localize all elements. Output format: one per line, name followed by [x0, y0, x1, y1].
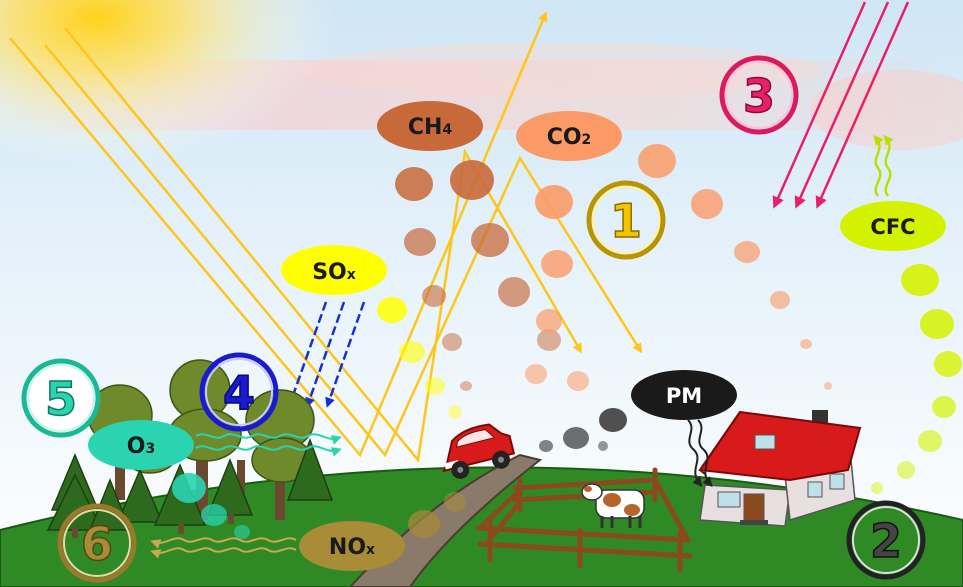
marker-3-text: 3 [743, 69, 775, 123]
marker-1-text: 1 [610, 194, 642, 248]
nox-particles [408, 492, 466, 538]
sox-label-main: SO [312, 260, 347, 285]
co2-label-main: CO [547, 125, 582, 150]
svg-text:CO2: CO2 [547, 125, 592, 150]
cfc-label: CFC [840, 201, 946, 251]
o3-wavy-arrows [195, 433, 342, 457]
cow-icon [581, 483, 645, 528]
svg-text:O3: O3 [127, 434, 155, 459]
cfc-rising-arrows [873, 134, 894, 197]
nox-label-sub: x [366, 542, 375, 558]
o3-label-main: O [127, 434, 146, 459]
ch4-particles [395, 160, 561, 391]
nox-label: NOx [299, 521, 405, 571]
marker-1: 1 [586, 180, 666, 260]
cfc-label-text: CFC [870, 215, 915, 239]
o3-label-sub: 3 [145, 441, 155, 457]
o3-particles [172, 473, 250, 539]
marker-5-text: 5 [45, 372, 77, 426]
marker-4: 4 [199, 352, 279, 432]
pm-label-text: PM [666, 384, 702, 408]
ch4-label-sub: 4 [442, 122, 452, 138]
svg-text:CH4: CH4 [408, 115, 453, 140]
sox-particles [377, 297, 462, 419]
nox-label-main: NO [329, 535, 366, 560]
marker-4-text: 4 [223, 366, 255, 420]
house-icon [698, 410, 862, 527]
sox-label: SOx [281, 245, 387, 295]
nox-wavy-arrows [150, 537, 297, 559]
o3-label: O3 [88, 420, 194, 470]
ch4-label-main: CH [408, 115, 443, 140]
pm-label: PM [631, 370, 737, 420]
acid-rain-arrows [287, 301, 366, 408]
marker-6: 6 [57, 503, 137, 583]
uv-rays [772, 1, 910, 209]
svg-text:SOx: SOx [312, 260, 356, 285]
co2-particles [525, 144, 832, 391]
pm-smoke-arrows [687, 419, 713, 488]
co2-label-sub: 2 [582, 132, 592, 148]
sunlight-rays [9, 11, 643, 463]
marker-2: 2 [846, 500, 926, 580]
car-icon [442, 423, 516, 479]
marker-2-text: 2 [870, 514, 902, 568]
ch4-label: CH4 [377, 101, 483, 151]
co2-label: CO2 [516, 111, 622, 161]
marker-5: 5 [21, 358, 101, 438]
sox-label-sub: x [347, 267, 356, 283]
marker-6-text: 6 [81, 517, 113, 571]
svg-text:NOx: NOx [329, 535, 375, 560]
pm-particles [539, 408, 627, 452]
cfc-particles [871, 264, 962, 494]
marker-3: 3 [719, 55, 799, 135]
fence-icon [475, 467, 693, 573]
